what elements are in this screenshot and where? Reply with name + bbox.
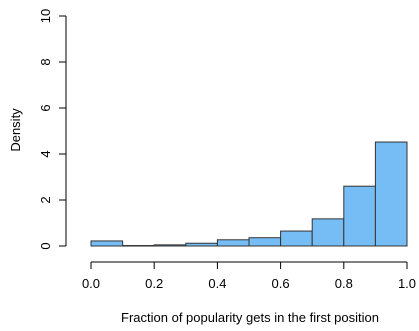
y-tick-label-4: 8 [38, 58, 53, 65]
histogram-bar-0 [90, 240, 124, 247]
x-tick-label-5: 1.0 [398, 276, 416, 291]
x-tick-label-3: 0.6 [272, 276, 290, 291]
y-tick-label-5: 10 [38, 9, 53, 23]
histogram-bars [90, 141, 408, 247]
y-axis: 0 2 4 6 8 10 [38, 9, 67, 250]
histogram-bar-6 [280, 230, 313, 247]
x-tick-label-1: 0.2 [145, 276, 163, 291]
histogram-bar-5 [248, 237, 282, 247]
y-tick-label-2: 4 [38, 150, 53, 157]
y-axis-label: Density [8, 108, 23, 152]
x-tick-label-2: 0.4 [208, 276, 226, 291]
histogram-bar-9 [374, 141, 408, 247]
y-tick-label-3: 6 [38, 104, 53, 111]
y-tick-label-0: 0 [38, 242, 53, 249]
histogram-bar-1 [122, 245, 155, 247]
histogram-bar-2 [153, 244, 187, 247]
histogram-bar-8 [343, 185, 376, 247]
y-tick-label-1: 2 [38, 196, 53, 203]
x-tick-label-0: 0.0 [82, 276, 100, 291]
histogram-bar-3 [185, 242, 218, 247]
histogram-bar-7 [311, 218, 345, 247]
x-tick-label-4: 0.8 [335, 276, 353, 291]
x-axis: 0.0 0.2 0.4 0.6 0.8 1.0 [82, 261, 416, 291]
x-axis-label: Fraction of popularity gets in the first… [121, 310, 379, 325]
histogram-bar-4 [216, 239, 250, 247]
